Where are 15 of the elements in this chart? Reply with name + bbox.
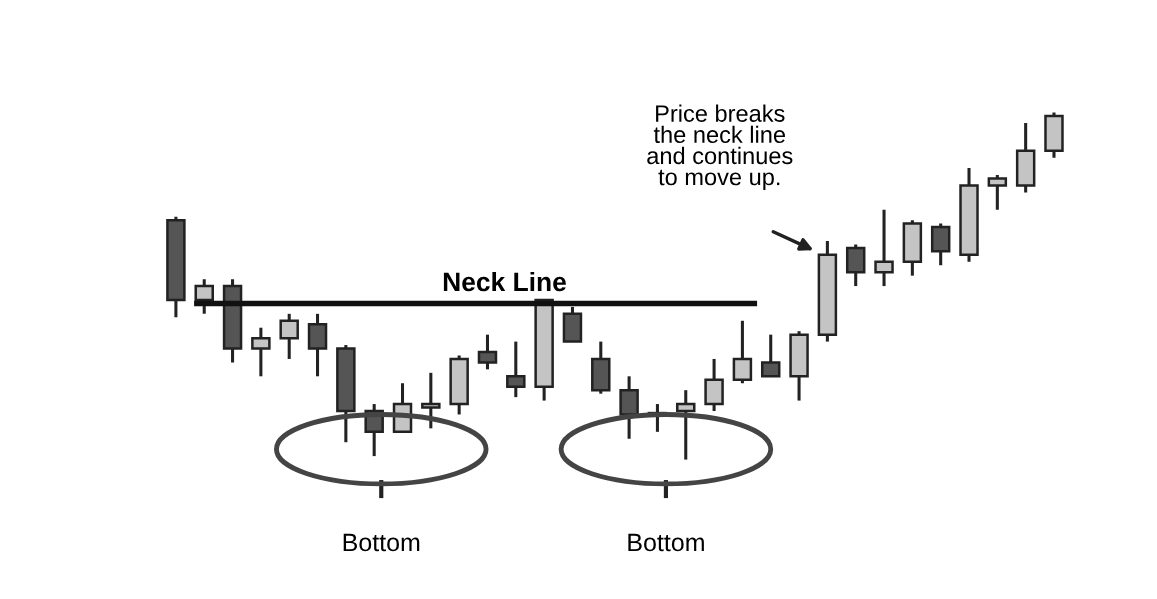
candlestick [506, 341, 526, 399]
candlestick [279, 312, 299, 359]
annotation: Price breaks the neck line and continues to move up. [647, 104, 793, 191]
candlestick [477, 334, 498, 370]
candlestick [732, 319, 753, 384]
candlestick [874, 209, 894, 288]
candlestick [194, 279, 214, 314]
text: Bottom [343, 533, 420, 552]
candlestick [987, 175, 1008, 210]
text: Bottom [628, 533, 704, 552]
candlestick [251, 327, 271, 377]
candlestick [676, 390, 696, 460]
candlestick [760, 334, 781, 378]
candlestick [421, 371, 441, 429]
ref-line-label: Neck Line [443, 271, 566, 292]
